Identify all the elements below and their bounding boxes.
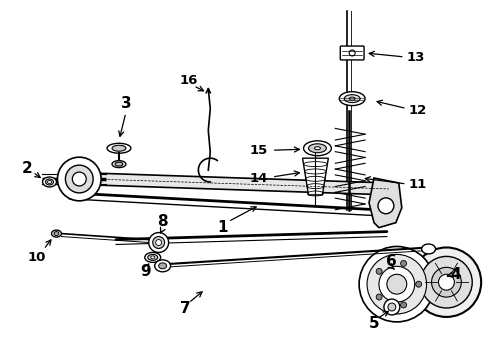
Circle shape: [367, 255, 427, 314]
Ellipse shape: [115, 162, 123, 166]
Ellipse shape: [51, 230, 61, 237]
Text: 11: 11: [409, 179, 427, 192]
Text: 5: 5: [368, 316, 379, 332]
Circle shape: [156, 239, 162, 246]
Text: 13: 13: [407, 51, 425, 64]
Text: 14: 14: [249, 171, 268, 185]
Text: 3: 3: [121, 96, 131, 111]
Ellipse shape: [344, 95, 360, 103]
Circle shape: [412, 247, 481, 317]
Text: 1: 1: [217, 220, 227, 235]
Text: 12: 12: [409, 104, 427, 117]
Ellipse shape: [159, 263, 167, 269]
Ellipse shape: [151, 256, 155, 259]
Ellipse shape: [315, 147, 320, 150]
Circle shape: [420, 256, 472, 308]
Ellipse shape: [148, 255, 158, 260]
Polygon shape: [302, 158, 328, 195]
Ellipse shape: [46, 179, 53, 185]
Circle shape: [359, 247, 435, 322]
Text: 4: 4: [450, 267, 461, 282]
Circle shape: [439, 274, 454, 290]
Circle shape: [401, 260, 407, 266]
Ellipse shape: [107, 143, 131, 153]
Circle shape: [73, 172, 86, 186]
Circle shape: [432, 267, 461, 297]
Circle shape: [416, 281, 421, 287]
Ellipse shape: [112, 145, 126, 151]
Text: 2: 2: [22, 161, 32, 176]
Ellipse shape: [303, 141, 331, 156]
Ellipse shape: [155, 260, 171, 272]
Ellipse shape: [54, 231, 59, 235]
Ellipse shape: [309, 144, 326, 153]
Circle shape: [149, 233, 169, 252]
Text: 10: 10: [27, 251, 46, 264]
Text: 6: 6: [387, 254, 397, 269]
Circle shape: [65, 165, 93, 193]
Circle shape: [376, 269, 382, 274]
Circle shape: [387, 274, 407, 294]
Ellipse shape: [339, 92, 365, 105]
Text: 8: 8: [157, 214, 168, 229]
Circle shape: [379, 266, 415, 302]
Circle shape: [376, 294, 382, 300]
Circle shape: [388, 303, 396, 311]
Ellipse shape: [145, 252, 161, 262]
Polygon shape: [63, 172, 389, 195]
FancyBboxPatch shape: [340, 46, 364, 60]
Polygon shape: [369, 178, 402, 228]
Ellipse shape: [421, 244, 436, 254]
Text: 15: 15: [249, 144, 268, 157]
Ellipse shape: [112, 161, 126, 168]
Ellipse shape: [43, 177, 56, 187]
Text: 9: 9: [141, 264, 151, 279]
Text: 7: 7: [180, 301, 191, 316]
Circle shape: [378, 198, 394, 214]
Circle shape: [153, 237, 165, 248]
Ellipse shape: [48, 180, 51, 184]
Circle shape: [57, 157, 101, 201]
Circle shape: [349, 50, 355, 56]
Circle shape: [384, 299, 400, 315]
Text: 16: 16: [179, 74, 197, 87]
Ellipse shape: [349, 97, 355, 100]
Circle shape: [401, 302, 407, 308]
